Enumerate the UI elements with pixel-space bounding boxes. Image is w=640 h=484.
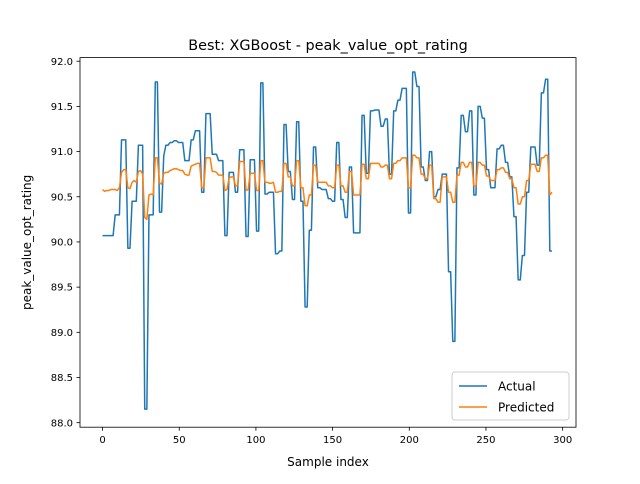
x-tick-label: 100: [246, 435, 265, 446]
y-axis-label: peak_value_opt_rating: [20, 175, 34, 310]
x-tick-label: 250: [476, 435, 495, 446]
y-tick-label: 88.5: [51, 373, 73, 384]
legend-label-1: Predicted: [498, 401, 554, 415]
y-tick-label: 90.0: [51, 238, 73, 249]
y-tick-label: 91.5: [51, 102, 73, 113]
y-tick-label: 89.5: [51, 283, 73, 294]
series-line-0: [102, 71, 552, 410]
y-tick-label: 89.0: [51, 328, 73, 339]
x-tick-label: 150: [323, 435, 342, 446]
x-axis-label: Sample index: [287, 455, 369, 469]
y-tick-label: 88.0: [51, 418, 73, 429]
y-tick-label: 90.5: [51, 192, 73, 203]
plot-area: [102, 71, 553, 410]
x-tick-label: 0: [99, 435, 105, 446]
y-axis-ticks: 88.0 88.5 89.0 89.5 90.0 90.5 91.0 91.5 92.0: [51, 57, 80, 429]
chart-title: Best: XGBoost - peak_value_opt_rating: [188, 38, 468, 54]
series-line-1: [102, 154, 553, 221]
legend-box: [451, 371, 570, 421]
x-tick-label: 50: [173, 435, 186, 446]
legend-label-0: Actual: [498, 380, 536, 394]
y-tick-label: 92.0: [51, 57, 73, 68]
x-axis-ticks: 0 50 100 150 200 250 300: [99, 427, 572, 446]
y-tick-label: 91.0: [51, 147, 73, 158]
axes-frame: [79, 57, 577, 428]
legend: Actual Predicted: [451, 371, 570, 421]
x-tick-label: 300: [553, 435, 572, 446]
x-tick-label: 200: [400, 435, 419, 446]
